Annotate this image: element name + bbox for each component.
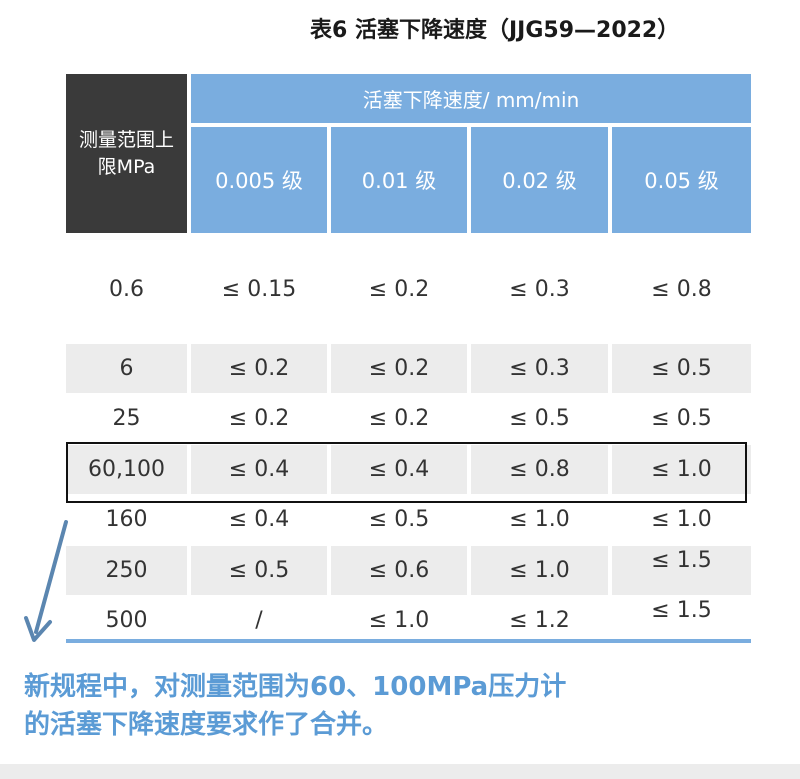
range-header: 测量范围上限MPa [66,74,187,233]
speed-cell: ≤ 0.2 [368,406,430,431]
note-line: 的活塞下降速度要求作了合并。 [24,710,389,740]
speed-cell: ≤ 0.5 [368,507,430,532]
speed-cell: ≤ 1.2 [509,608,570,633]
speed-cell: ≤ 1.5 [651,548,712,573]
speed-cell: ≤ 0.2 [368,356,430,381]
speed-cell: ≤ 0.8 [509,457,570,482]
speed-cell: ≤ 1.0 [509,558,570,583]
speed-cell: ≤ 0.4 [228,457,290,482]
table-bottom-rule [66,639,751,643]
speed-cell: ≤ 0.15 [221,276,297,302]
speed-cell: ≤ 1.0 [651,457,712,482]
range-cell: 60,100 [88,457,165,482]
range-cell: 500 [105,608,148,633]
note-line: 新规程中，对测量范围为60、100MPa压力计 [24,672,567,702]
speed-cell: ≤ 0.5 [228,558,290,583]
range-cell: 25 [112,406,141,431]
speed-cell: ≤ 0.6 [368,558,430,583]
arrow-down-left-icon [24,520,68,642]
speed-cell: ≤ 0.4 [228,507,290,532]
speed-cell: ≤ 1.5 [651,598,712,623]
grade-header: 0.05 级 [612,127,751,233]
range-cell: 250 [105,558,148,583]
speed-cell: ≤ 0.5 [509,406,570,431]
footer-band [0,764,800,779]
speed-cell: ≤ 0.8 [651,276,712,302]
range-cell: 160 [105,507,148,532]
grade-header: 0.005 级 [191,127,327,233]
speed-cell: ≤ 0.5 [651,356,712,381]
speed-header: 活塞下降速度/ mm/min [191,74,751,123]
grade-header: 0.02 级 [471,127,608,233]
range-cell: 6 [119,356,134,381]
speed-cell: ≤ 0.2 [368,276,430,302]
speed-cell: ≤ 1.0 [509,507,570,532]
speed-cell: ≤ 0.4 [368,457,430,482]
speed-cell: ≤ 0.2 [228,406,290,431]
highlight-box [66,442,747,503]
speed-cell: ≤ 1.0 [651,507,712,532]
table-title: 表6 活塞下降速度（JJG59—2022） [310,18,680,43]
grade-header: 0.01 级 [331,127,467,233]
speed-cell: ≤ 0.5 [651,406,712,431]
speed-cell: ≤ 0.3 [509,276,570,302]
speed-cell: ≤ 1.0 [368,608,430,633]
speed-cell: ≤ 0.3 [509,356,570,381]
annotation-note: 新规程中，对测量范围为60、100MPa压力计 的活塞下降速度要求作了合并。 [24,668,784,744]
range-header-label: 测量范围上限MPa [78,128,174,178]
speed-cell: ≤ 0.2 [228,356,290,381]
range-cell: 0.6 [109,276,144,302]
speed-cell: / [255,608,263,633]
